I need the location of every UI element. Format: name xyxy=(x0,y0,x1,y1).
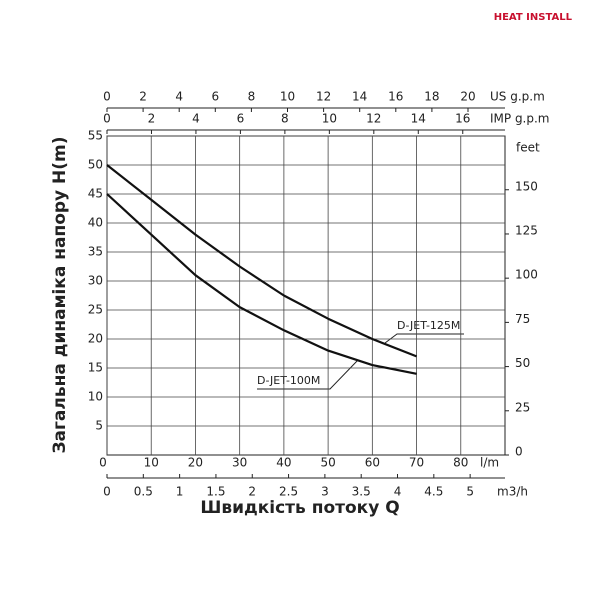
y2-tick-label: 100 xyxy=(515,268,538,282)
y2-unit: feet xyxy=(516,141,540,155)
secondary-tick-label: 8 xyxy=(281,112,289,126)
secondary-tick-label: 12 xyxy=(316,90,331,104)
secondary-tick-label: 2 xyxy=(148,112,156,126)
secondary-tick-label: 4 xyxy=(175,90,183,104)
secondary-tick-label: 8 xyxy=(248,90,256,104)
y2-tick-label: 25 xyxy=(515,400,530,414)
y-tick-label: 35 xyxy=(88,245,103,259)
x-tick-label: 60 xyxy=(365,456,380,470)
secondary-tick-label: 12 xyxy=(366,112,381,126)
leader-line xyxy=(384,333,464,344)
y-tick-label: 50 xyxy=(88,158,103,172)
secondary-tick-label: 0 xyxy=(103,485,111,499)
x-tick-label: 10 xyxy=(144,456,159,470)
secondary-tick-label: 0 xyxy=(103,112,111,126)
y2-tick-label: 50 xyxy=(515,356,530,370)
leader-line xyxy=(257,359,359,390)
secondary-tick-label: 2 xyxy=(139,90,147,104)
curve xyxy=(106,193,417,375)
secondary-tick-label: 0 xyxy=(103,90,111,104)
x-tick-label: 80 xyxy=(453,456,468,470)
y-axis-title: Загальна динаміка напору H(m) xyxy=(50,136,70,453)
y2-tick-label: 150 xyxy=(515,179,538,193)
series-annotation: D-JET-100M xyxy=(257,374,320,387)
secondary-unit: m3/h xyxy=(497,485,528,499)
x-tick-label: 30 xyxy=(232,456,247,470)
x-unit: l/m xyxy=(480,456,499,470)
y-tick-label: 20 xyxy=(88,332,103,346)
secondary-tick-label: 2.5 xyxy=(279,485,298,499)
series-annotation: D-JET-125M xyxy=(397,319,460,332)
x-tick-label: 70 xyxy=(409,456,424,470)
secondary-tick-label: 1 xyxy=(176,485,184,499)
x-tick-label: 50 xyxy=(320,456,335,470)
y2-tick-label: 125 xyxy=(515,223,538,237)
x-tick-label: 20 xyxy=(188,456,203,470)
secondary-tick-label: 10 xyxy=(322,112,337,126)
x-axis-title: Швидкість потоку Q xyxy=(200,498,399,518)
secondary-tick-label: 18 xyxy=(424,90,439,104)
secondary-tick-label: 4.5 xyxy=(424,485,443,499)
y-tick-label: 45 xyxy=(88,187,103,201)
x-tick-label: 40 xyxy=(276,456,291,470)
secondary-tick-label: 1.5 xyxy=(206,485,225,499)
secondary-tick-label: 4 xyxy=(394,485,402,499)
secondary-tick-label: 10 xyxy=(280,90,295,104)
secondary-tick-label: 3.5 xyxy=(352,485,371,499)
y-tick-label: 15 xyxy=(88,361,103,375)
y2-tick-label: 0 xyxy=(515,445,523,459)
x-tick-label: 0 xyxy=(99,456,107,470)
secondary-unit: IMP g.p.m xyxy=(490,112,550,126)
plot-frame xyxy=(106,135,506,456)
secondary-tick-label: 3 xyxy=(321,485,329,499)
y-tick-label: 5 xyxy=(95,419,103,433)
logo: HEAT INSTALL xyxy=(494,12,573,23)
secondary-tick-label: 6 xyxy=(211,90,219,104)
secondary-tick-label: 16 xyxy=(455,112,470,126)
secondary-tick-label: 6 xyxy=(237,112,245,126)
y2-tick-label: 75 xyxy=(515,312,530,326)
y-tick-label: 25 xyxy=(88,303,103,317)
y-tick-label: 30 xyxy=(88,274,103,288)
y-tick-label: 55 xyxy=(88,129,103,143)
y-tick-label: 40 xyxy=(88,216,103,230)
y-tick-label: 10 xyxy=(88,390,103,404)
secondary-tick-label: 0.5 xyxy=(134,485,153,499)
secondary-tick-label: 2 xyxy=(248,485,256,499)
secondary-tick-label: 14 xyxy=(411,112,426,126)
secondary-tick-label: 5 xyxy=(466,485,474,499)
curve xyxy=(106,164,417,358)
secondary-tick-label: 14 xyxy=(352,90,367,104)
secondary-tick-label: 4 xyxy=(192,112,200,126)
secondary-unit: US g.p.m xyxy=(490,90,545,104)
secondary-tick-label: 16 xyxy=(388,90,403,104)
secondary-tick-label: 20 xyxy=(460,90,475,104)
